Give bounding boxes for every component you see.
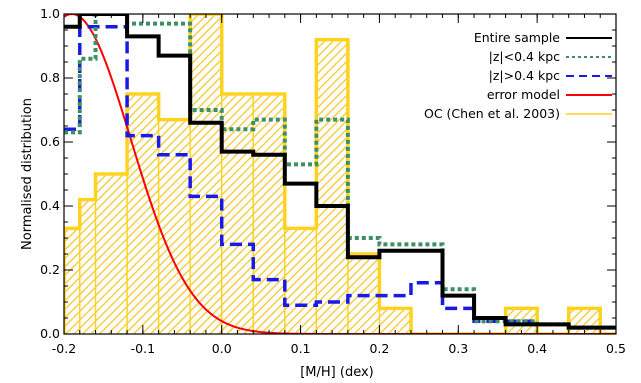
y-tick-label: 0.2: [40, 262, 60, 277]
x-tick-label: -0.2: [52, 341, 76, 356]
y-tick-label: 0.4: [40, 198, 60, 213]
x-tick-label: 0.5: [606, 341, 626, 356]
y-axis-label: Normalised distribution: [20, 98, 35, 250]
x-tick-label: 0.1: [291, 341, 311, 356]
legend-label: OC (Chen et al. 2003): [424, 106, 560, 121]
x-tick-label: 0.0: [212, 341, 232, 356]
x-tick-label: -0.1: [131, 341, 155, 356]
x-tick-label: 0.3: [448, 341, 468, 356]
legend-label: Entire sample: [474, 30, 560, 45]
x-tick-label: 0.4: [527, 341, 547, 356]
legend-label: |z|<0.4 kpc: [489, 49, 560, 64]
y-tick-label: 1.0: [40, 6, 60, 21]
x-axis-label: [M/H] (dex): [300, 365, 374, 380]
y-tick-label: 0.8: [40, 70, 60, 85]
x-tick-label: 0.2: [369, 341, 389, 356]
y-tick-label: 0.6: [40, 134, 60, 149]
legend-label: error model: [487, 87, 560, 102]
legend: Entire sample |z|<0.4 kpc |z|>0.4 kpc error…: [424, 30, 612, 121]
y-tick-label: 0.0: [40, 326, 60, 341]
legend-label: |z|>0.4 kpc: [489, 68, 560, 83]
